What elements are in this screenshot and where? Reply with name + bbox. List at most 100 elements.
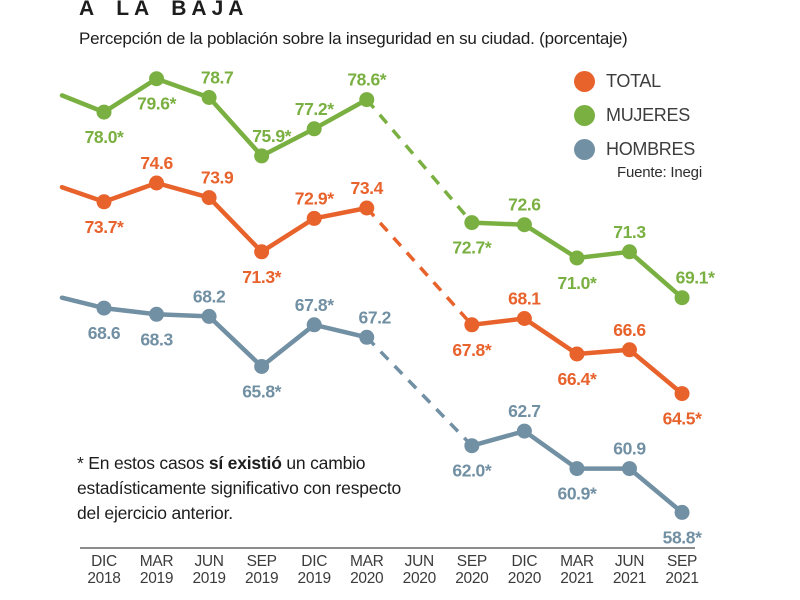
series-dashed-gap-total (365, 206, 474, 326)
data-point-label-total: 74.6 (140, 153, 173, 173)
x-axis-label: SEP 2019 (245, 553, 278, 587)
data-point-label-total: 73.4 (351, 178, 384, 198)
data-point-label-total: 73.9 (201, 168, 234, 188)
chart-legend: TOTAL MUJERES HOMBRES (574, 64, 695, 166)
data-point-label-total: 68.1 (508, 289, 541, 309)
data-point-label-mujeres: 75.9* (252, 126, 291, 146)
data-point-mujeres (464, 215, 480, 231)
data-point-total (149, 175, 165, 191)
data-point-label-hombres: 60.9 (613, 439, 646, 459)
x-axis-label: JUN 2021 (613, 553, 646, 587)
data-point-total (96, 194, 112, 210)
x-axis-label: MAR 2019 (140, 553, 174, 587)
data-point-hombres (201, 308, 217, 324)
data-point-label-mujeres: 77.2* (295, 99, 334, 119)
total-series-dot-icon (574, 70, 595, 92)
data-point-hombres (674, 504, 690, 520)
data-point-label-total: 64.5* (663, 409, 702, 429)
legend-label-mujeres: MUJERES (606, 104, 690, 125)
x-axis-label: JUN 2020 (403, 553, 437, 587)
data-point-mujeres (254, 148, 270, 164)
data-point-hombres (359, 329, 375, 345)
data-point-label-hombres: 60.9* (558, 484, 597, 504)
data-point-hombres (569, 461, 585, 477)
data-point-total (674, 386, 690, 402)
data-point-label-mujeres: 69.1* (676, 268, 715, 288)
data-point-label-total: 71.3* (242, 267, 281, 287)
data-point-label-total: 67.8* (452, 340, 491, 360)
series-dashed-gap-mujeres (365, 98, 474, 224)
data-point-total (516, 311, 532, 326)
page-title: A LA BAJA (79, 0, 249, 20)
legend-item-mujeres: MUJERES (574, 98, 695, 132)
data-point-label-total: 72.9* (295, 188, 334, 208)
data-point-label-hombres: 68.3 (140, 329, 173, 349)
data-point-total (569, 346, 585, 362)
legend-label-total: TOTAL (606, 70, 661, 91)
data-point-label-total: 66.4* (558, 369, 597, 389)
data-point-hombres (622, 461, 637, 477)
data-point-total (464, 317, 480, 333)
data-point-label-mujeres: 78.0* (85, 127, 124, 147)
footnote-bold-text: sí existió (208, 453, 282, 473)
data-point-total (254, 244, 270, 260)
footnote: * En estos casos sí existió un cambio es… (77, 451, 407, 526)
x-axis-label: MAR 2020 (350, 553, 384, 587)
footnote-text: * En estos casos (77, 453, 209, 473)
data-point-label-hombres: 68.2 (193, 286, 226, 306)
data-point-total (359, 200, 375, 216)
x-axis-label: JUN 2019 (192, 553, 225, 587)
source-credit: Fuente: Inegi (617, 164, 702, 181)
data-point-mujeres (359, 92, 375, 108)
data-point-label-hombres: 58.8* (663, 527, 702, 547)
data-point-label-mujeres: 71.0* (558, 273, 597, 293)
data-point-hombres (96, 300, 112, 316)
data-point-label-hombres: 68.6 (88, 323, 121, 343)
data-point-label-mujeres: 78.7 (201, 68, 233, 88)
chart-subtitle: Percepción de la población sobre la inse… (79, 29, 628, 48)
data-point-hombres (306, 317, 322, 333)
data-point-mujeres (622, 244, 637, 260)
data-point-total (306, 210, 322, 226)
data-point-label-hombres: 67.8* (295, 295, 334, 315)
data-point-mujeres (201, 90, 217, 105)
data-point-label-total: 66.6 (613, 320, 646, 340)
legend-label-hombres: HOMBRES (606, 138, 695, 159)
data-point-label-mujeres: 72.7* (452, 238, 491, 258)
data-point-hombres (254, 359, 270, 374)
data-point-label-mujeres: 71.3 (613, 222, 646, 242)
footnote-text-cont: un cambio estadísticamente significativo… (77, 453, 402, 523)
data-point-mujeres (149, 71, 165, 87)
data-point-label-hombres: 62.7 (508, 401, 540, 421)
x-axis-label: DIC 2020 (508, 553, 542, 587)
data-point-label-mujeres: 72.6 (508, 195, 541, 215)
data-point-mujeres (569, 250, 585, 266)
series-dashed-gap-hombres (365, 336, 474, 447)
hombres-series-dot-icon (574, 138, 595, 160)
data-point-mujeres (96, 104, 112, 120)
legend-item-hombres: HOMBRES (574, 132, 695, 166)
data-point-hombres (149, 306, 165, 322)
data-point-label-mujeres: 79.6* (137, 94, 176, 114)
data-point-total (201, 190, 217, 206)
legend-item-total: TOTAL (574, 64, 695, 98)
data-point-label-mujeres: 78.6* (347, 70, 386, 90)
data-point-label-hombres: 65.8* (242, 382, 281, 402)
data-point-mujeres (516, 217, 532, 233)
x-axis-label: DIC 2019 (298, 553, 331, 587)
x-axis-label: MAR 2021 (560, 553, 594, 587)
data-point-label-hombres: 62.0* (452, 461, 491, 481)
data-point-hombres (464, 438, 480, 454)
data-point-label-hombres: 67.2 (359, 307, 392, 327)
data-point-label-total: 73.7* (85, 217, 124, 237)
x-axis-label: SEP 2020 (455, 553, 489, 587)
data-point-mujeres (306, 121, 322, 137)
data-point-hombres (516, 423, 532, 439)
x-axis-label: SEP 2021 (665, 553, 698, 587)
data-point-mujeres (674, 290, 690, 306)
data-point-total (622, 342, 637, 358)
mujeres-series-dot-icon (574, 104, 595, 126)
x-axis-label: DIC 2018 (87, 553, 120, 587)
